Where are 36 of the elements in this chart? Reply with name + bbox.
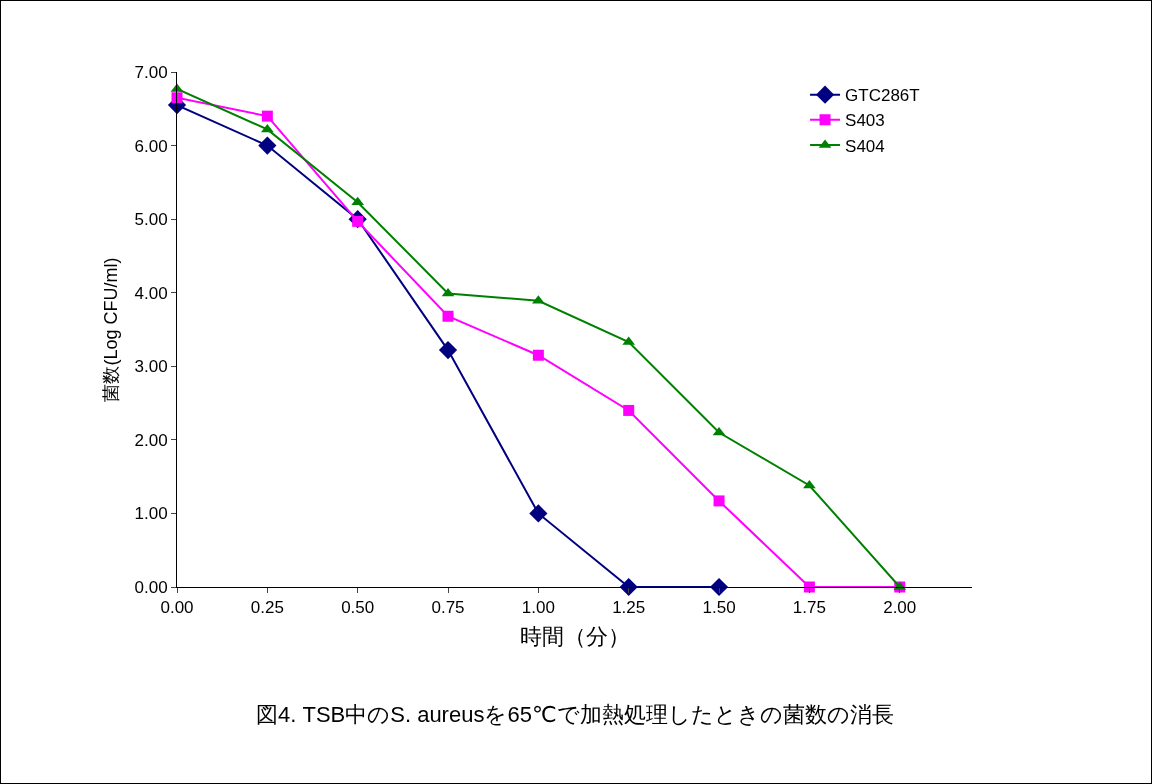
x-tick-label: 0.75 xyxy=(431,598,465,618)
x-tick-label: 0.00 xyxy=(160,598,194,618)
caption: 図4. TSB中のS. aureusを65℃で加熱処理したときの菌数の消長 xyxy=(256,702,894,727)
point xyxy=(442,310,454,322)
y-tick-label: 2.00 xyxy=(134,430,168,450)
point xyxy=(623,404,635,416)
x-tick-label: 1.50 xyxy=(702,598,736,618)
y-tick-label: 4.00 xyxy=(134,283,168,303)
x-tick-label: 0.50 xyxy=(341,598,375,618)
y-tick-label: 6.00 xyxy=(134,136,168,156)
point xyxy=(803,479,816,489)
point xyxy=(171,92,183,104)
legend-label: S403 xyxy=(845,111,885,131)
legend-label: GTC286T xyxy=(845,86,920,106)
x-tick-label: 1.00 xyxy=(521,598,555,618)
point xyxy=(709,577,729,597)
point xyxy=(713,495,725,507)
y-tick-label: 3.00 xyxy=(134,357,168,377)
y-tick-label: 5.00 xyxy=(134,210,168,230)
x-axis-title: 時間（分） xyxy=(519,624,630,650)
point xyxy=(441,287,455,297)
point xyxy=(438,341,458,360)
point xyxy=(258,136,277,155)
point xyxy=(260,123,274,133)
point xyxy=(261,110,273,122)
y-tick-label: 1.00 xyxy=(134,504,168,524)
point xyxy=(529,504,548,523)
x-tick-label: 1.75 xyxy=(792,598,826,618)
legend-label: S404 xyxy=(845,136,885,156)
y-tick-label: 7.00 xyxy=(134,62,168,82)
point xyxy=(532,349,544,361)
x-tick-label: 0.25 xyxy=(250,598,284,618)
y-tick-label: 0.00 xyxy=(134,577,168,597)
x-tick-label: 2.00 xyxy=(883,598,917,618)
y-axis-title: 菌数(Log CFU/ml) xyxy=(100,257,121,402)
x-tick-label: 1.25 xyxy=(612,598,646,618)
